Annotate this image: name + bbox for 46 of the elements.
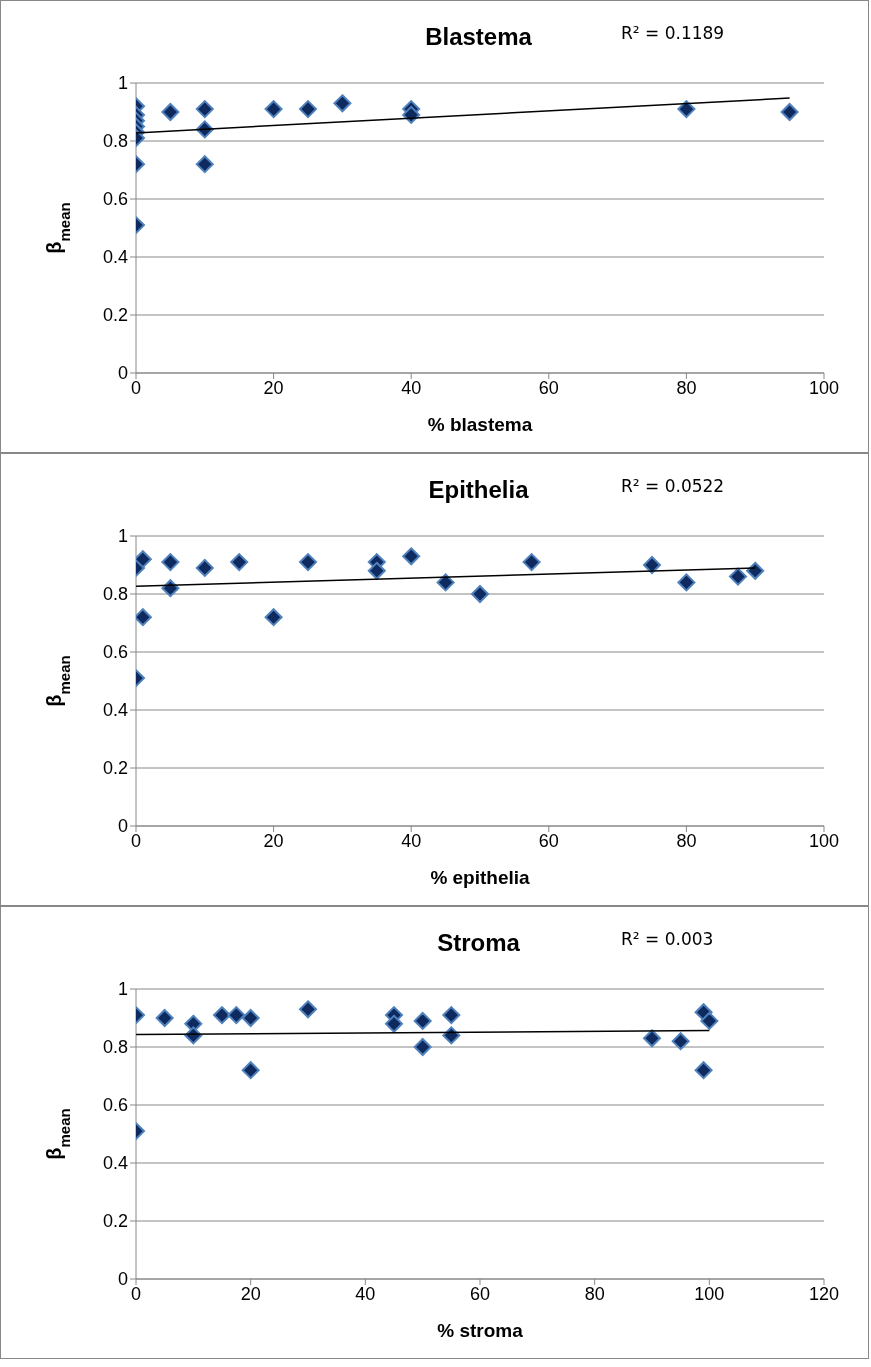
y-tick-label: 0 (117, 1269, 128, 1290)
y-tick-label: 0.2 (102, 1211, 128, 1232)
x-tick-label: 40 (355, 1283, 376, 1304)
x-tick-label: 80 (584, 1283, 605, 1304)
y-tick-label: 0 (117, 816, 128, 837)
x-axis-title: % epithelia (430, 867, 531, 888)
x-tick-label: 20 (263, 830, 284, 851)
x-tick-label: 60 (469, 1283, 491, 1304)
y-tick-label: 1 (117, 73, 128, 94)
x-tick-label: 40 (401, 830, 422, 851)
text: R² = 0.003 (621, 929, 714, 949)
y-tick-label: 0.8 (102, 1037, 128, 1058)
y-tick-label: 0.8 (102, 584, 128, 605)
y-tick-label: 0.6 (102, 189, 128, 210)
y-tick-label: 1 (117, 979, 128, 1000)
x-tick-label: 0 (130, 830, 142, 851)
text: R² = 0.0522 (621, 476, 725, 496)
x-tick-label: 60 (538, 377, 559, 398)
x-tick-label: 100 (808, 377, 840, 398)
x-tick-label: 0 (130, 377, 142, 398)
y-tick-label: 0.4 (102, 700, 128, 721)
x-tick-label: 20 (263, 377, 284, 398)
x-tick-label: 100 (808, 830, 840, 851)
y-tick-label: 0.2 (102, 305, 128, 326)
x-tick-label: 20 (240, 1283, 261, 1304)
x-axis-title: % blastema (427, 414, 533, 435)
y-tick-label: 0.8 (102, 131, 128, 152)
y-tick-label: 0.6 (102, 1095, 128, 1116)
y-tick-label: 0.6 (102, 642, 128, 663)
x-tick-label: 60 (538, 830, 559, 851)
x-tick-label: 0 (130, 1283, 142, 1304)
text: R² = 0.1189 (621, 23, 725, 43)
y-tick-label: 0 (117, 363, 128, 384)
x-tick-label: 80 (676, 377, 697, 398)
y-tick-label: 0.2 (102, 758, 128, 779)
x-tick-label: 40 (401, 377, 422, 398)
chart-title: Epithelia (428, 476, 529, 503)
y-tick-label: 1 (117, 526, 128, 547)
chart-title: Blastema (425, 23, 532, 50)
x-tick-label: 100 (694, 1283, 725, 1304)
y-tick-label: 0.4 (102, 1153, 128, 1174)
x-tick-label: 120 (808, 1283, 840, 1304)
y-tick-label: 0.4 (102, 247, 128, 268)
x-axis-title: % stroma (437, 1320, 524, 1341)
chart-title: Stroma (437, 929, 520, 956)
x-tick-label: 80 (676, 830, 697, 851)
